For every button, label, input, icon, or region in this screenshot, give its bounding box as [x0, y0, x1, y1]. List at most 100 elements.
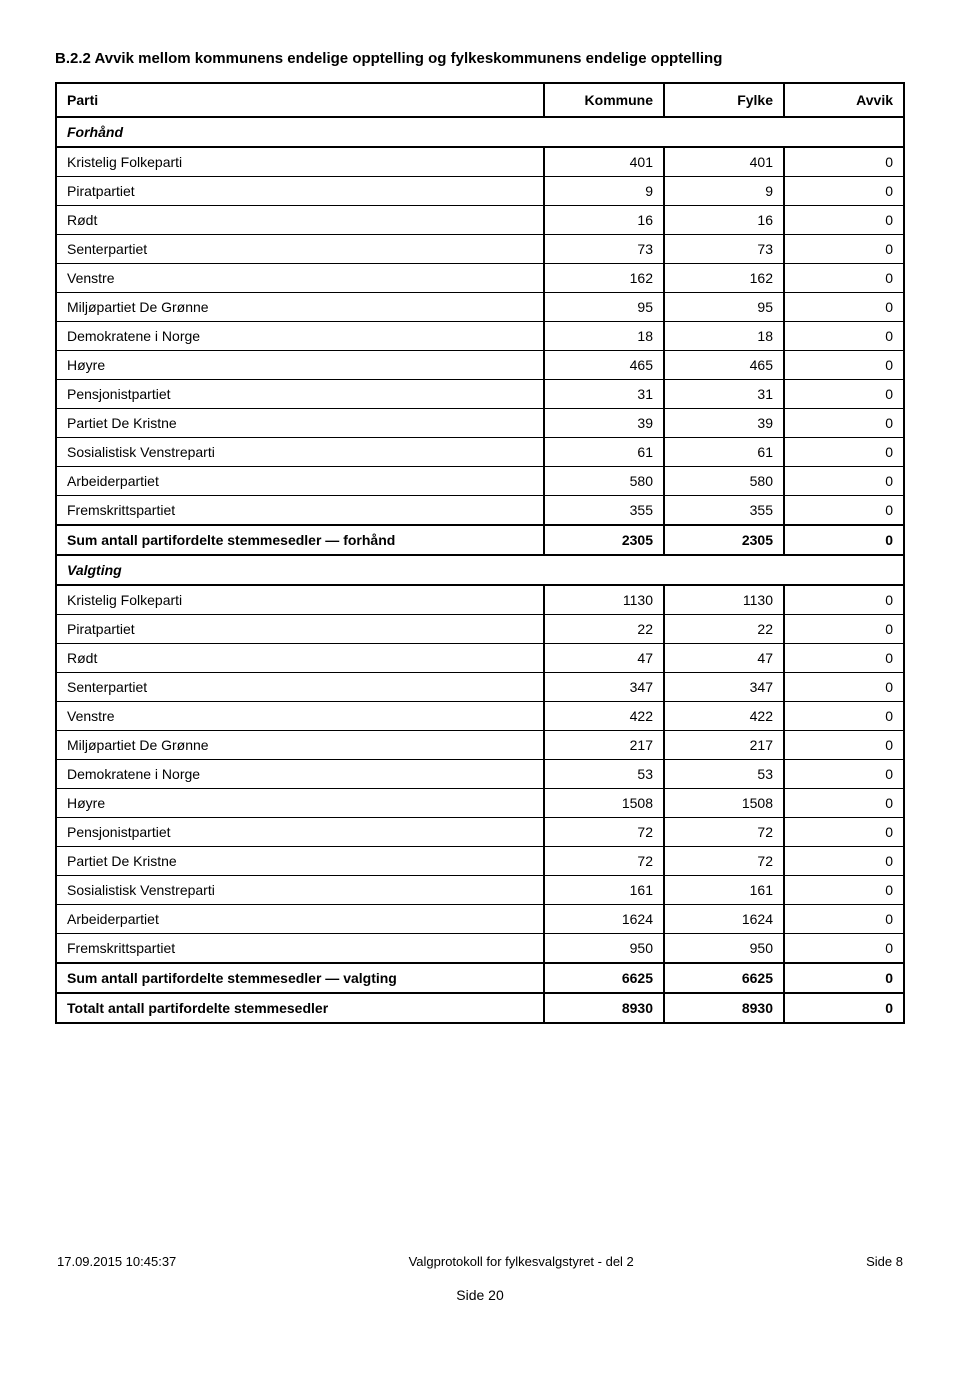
party-name: Demokratene i Norge: [56, 760, 544, 789]
kommune-value: 22: [544, 615, 664, 644]
avvik-value: 0: [784, 409, 904, 438]
party-name: Sosialistisk Venstreparti: [56, 438, 544, 467]
kommune-value: 950: [544, 934, 664, 964]
avvik-value: 0: [784, 760, 904, 789]
kommune-value: 401: [544, 147, 664, 177]
party-name: Pensjonistpartiet: [56, 380, 544, 409]
kommune-value: 72: [544, 818, 664, 847]
sum-kommune: 6625: [544, 963, 664, 993]
fylke-value: 73: [664, 235, 784, 264]
fylke-value: 31: [664, 380, 784, 409]
col-kommune: Kommune: [544, 83, 664, 117]
party-name: Kristelig Folkeparti: [56, 585, 544, 615]
avvik-value: 0: [784, 235, 904, 264]
sum-label: Sum antall partifordelte stemmesedler — …: [56, 963, 544, 993]
kommune-value: 95: [544, 293, 664, 322]
kommune-value: 1624: [544, 905, 664, 934]
table-row: Miljøpartiet De Grønne95950: [56, 293, 904, 322]
table-row: Arbeiderpartiet5805800: [56, 467, 904, 496]
fylke-value: 18: [664, 322, 784, 351]
table-row: Pensjonistpartiet31310: [56, 380, 904, 409]
kommune-value: 217: [544, 731, 664, 760]
party-name: Senterpartiet: [56, 673, 544, 702]
table-row: Høyre150815080: [56, 789, 904, 818]
party-name: Pensjonistpartiet: [56, 818, 544, 847]
kommune-value: 18: [544, 322, 664, 351]
kommune-value: 47: [544, 644, 664, 673]
table-row: Rødt16160: [56, 206, 904, 235]
table-row: Høyre4654650: [56, 351, 904, 380]
kommune-value: 1508: [544, 789, 664, 818]
party-name: Rødt: [56, 644, 544, 673]
avvik-value: 0: [784, 293, 904, 322]
sum-row: Sum antall partifordelte stemmesedler — …: [56, 525, 904, 555]
avvik-value: 0: [784, 177, 904, 206]
table-row: Fremskrittspartiet9509500: [56, 934, 904, 964]
party-name: Rødt: [56, 206, 544, 235]
kommune-value: 16: [544, 206, 664, 235]
fylke-value: 72: [664, 818, 784, 847]
table-row: Sosialistisk Venstreparti61610: [56, 438, 904, 467]
total-kommune: 8930: [544, 993, 664, 1023]
fylke-value: 465: [664, 351, 784, 380]
sum-row: Sum antall partifordelte stemmesedler — …: [56, 963, 904, 993]
section-label: Valgting: [56, 555, 904, 585]
table-row: Miljøpartiet De Grønne2172170: [56, 731, 904, 760]
party-name: Sosialistisk Venstreparti: [56, 876, 544, 905]
avvik-value: 0: [784, 673, 904, 702]
sum-avvik: 0: [784, 525, 904, 555]
avvik-value: 0: [784, 351, 904, 380]
fylke-value: 47: [664, 644, 784, 673]
avvik-value: 0: [784, 380, 904, 409]
fylke-value: 16: [664, 206, 784, 235]
avvik-value: 0: [784, 438, 904, 467]
kommune-value: 465: [544, 351, 664, 380]
avvik-value: 0: [784, 934, 904, 964]
total-fylke: 8930: [664, 993, 784, 1023]
page-footer: 17.09.2015 10:45:37 Valgprotokoll for fy…: [55, 1254, 905, 1269]
avvik-value: 0: [784, 322, 904, 351]
kommune-value: 53: [544, 760, 664, 789]
kommune-value: 1130: [544, 585, 664, 615]
table-row: Senterpartiet73730: [56, 235, 904, 264]
avvik-value: 0: [784, 496, 904, 526]
kommune-value: 73: [544, 235, 664, 264]
kommune-value: 162: [544, 264, 664, 293]
fylke-value: 580: [664, 467, 784, 496]
kommune-value: 422: [544, 702, 664, 731]
table-row: Sosialistisk Venstreparti1611610: [56, 876, 904, 905]
fylke-value: 39: [664, 409, 784, 438]
party-name: Miljøpartiet De Grønne: [56, 731, 544, 760]
avvik-value: 0: [784, 847, 904, 876]
sum-fylke: 6625: [664, 963, 784, 993]
kommune-value: 9: [544, 177, 664, 206]
party-name: Kristelig Folkeparti: [56, 147, 544, 177]
kommune-value: 355: [544, 496, 664, 526]
fylke-value: 1130: [664, 585, 784, 615]
party-name: Senterpartiet: [56, 235, 544, 264]
avvik-value: 0: [784, 905, 904, 934]
table-row: Pensjonistpartiet72720: [56, 818, 904, 847]
party-name: Miljøpartiet De Grønne: [56, 293, 544, 322]
party-name: Høyre: [56, 351, 544, 380]
table-row: Kristelig Folkeparti4014010: [56, 147, 904, 177]
party-name: Høyre: [56, 789, 544, 818]
table-row: Rødt47470: [56, 644, 904, 673]
results-table: Parti Kommune Fylke Avvik ForhåndKristel…: [55, 82, 905, 1024]
fylke-value: 950: [664, 934, 784, 964]
party-name: Demokratene i Norge: [56, 322, 544, 351]
fylke-value: 422: [664, 702, 784, 731]
kommune-value: 347: [544, 673, 664, 702]
footer-title: Valgprotokoll for fylkesvalgstyret - del…: [409, 1254, 634, 1269]
fylke-value: 355: [664, 496, 784, 526]
avvik-value: 0: [784, 147, 904, 177]
party-name: Fremskrittspartiet: [56, 496, 544, 526]
fylke-value: 1624: [664, 905, 784, 934]
footer-timestamp: 17.09.2015 10:45:37: [57, 1254, 176, 1269]
avvik-value: 0: [784, 585, 904, 615]
sum-avvik: 0: [784, 963, 904, 993]
fylke-value: 53: [664, 760, 784, 789]
fylke-value: 61: [664, 438, 784, 467]
kommune-value: 31: [544, 380, 664, 409]
table-row: Fremskrittspartiet3553550: [56, 496, 904, 526]
